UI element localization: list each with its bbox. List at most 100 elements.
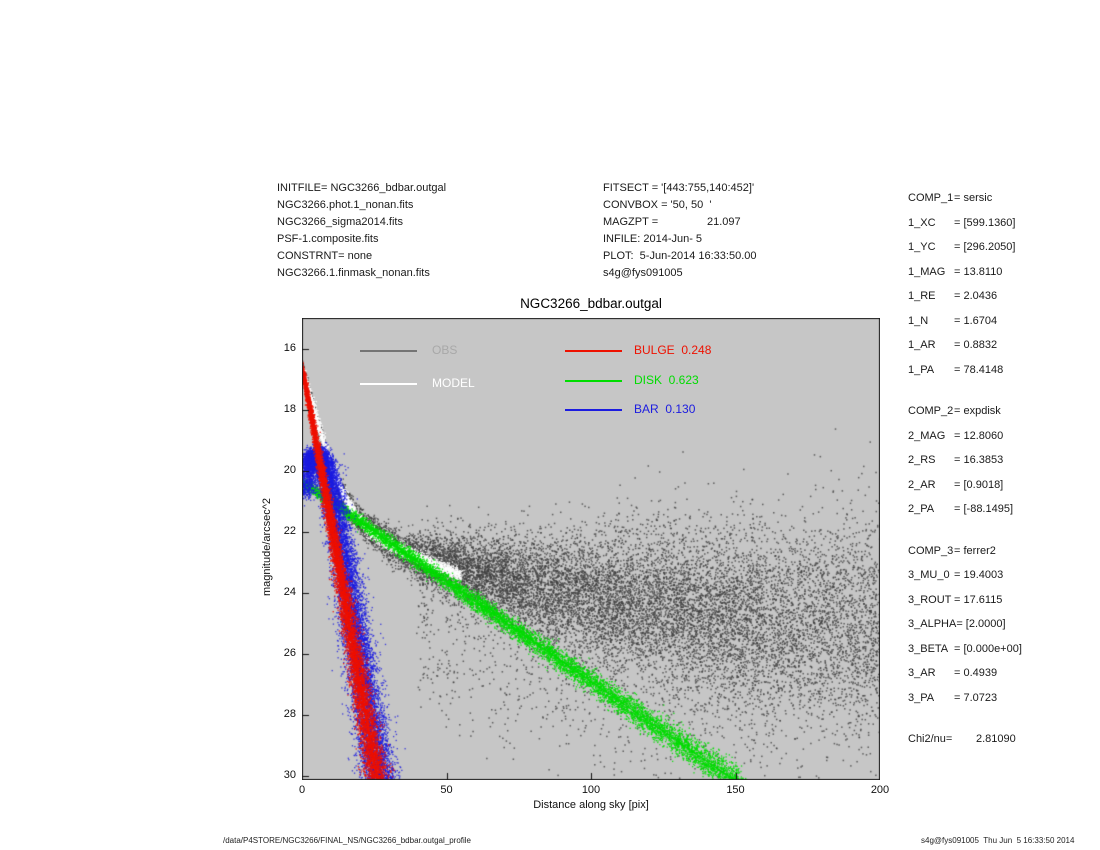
legend-line-disk (565, 380, 622, 382)
param-name: 3_MU_0 (908, 569, 950, 581)
legend-label-disk: DISK 0.623 (634, 373, 699, 387)
param-value: = 78.4148 (954, 363, 1004, 376)
param-value: = [-88.1495] (954, 503, 1014, 515)
chi2-label: Chi2/nu= (908, 733, 953, 745)
param-value: = 17.6115 (954, 593, 1003, 606)
y-tick-label: 20 (283, 464, 296, 477)
param-row: 1_RE = 2.0436 (908, 284, 1100, 309)
param-name: COMP_3 (908, 544, 954, 557)
legend-label-bar: BAR 0.130 (634, 402, 696, 416)
param-row: 1_AR = 0.8832 (908, 333, 1100, 358)
chi2-value: 2.81090 (976, 733, 1016, 745)
x-tick-label: 100 (581, 784, 601, 796)
param-name: 2_RS (908, 454, 936, 466)
param-row: 2_MAG = 12.8060 (908, 424, 1100, 449)
info-line: NGC3266.phot.1_nonan.fits (277, 199, 414, 211)
param-name: 1_MAG (908, 265, 946, 278)
param-value: = 1.6704 (954, 314, 998, 327)
footer-file-path: /data/P4STORE/NGC3266/FINAL_NS/NGC3266_b… (223, 836, 471, 845)
param-value: = ferrer2 (954, 544, 996, 557)
x-axis-label: Distance along sky [pix] (533, 799, 649, 811)
param-value: = [2.0000] (956, 618, 1006, 630)
info-line: MAGZPT = 21.097 (603, 216, 741, 228)
param-name: 2_PA (908, 503, 935, 515)
param-row: 2_AR = [0.9018] (908, 473, 1100, 498)
plot-title: NGC3266_bdbar.outgal (520, 296, 662, 311)
init-files-block: INITFILE= NGC3266_bdbar.outgal NGC3266.ph… (277, 180, 446, 282)
param-row: 3_BETA = [0.000e+00] (908, 637, 1100, 662)
param-name: 1_RE (908, 290, 936, 302)
param-row: 2_RS = 16.3853 (908, 448, 1100, 473)
footer-timestamp: s4g@fys091005 Thu Jun 5 16:33:50 2014 (921, 836, 1075, 845)
param-value: = sersic (954, 192, 993, 204)
legend-line-bulge (565, 350, 622, 352)
param-name: 3_BETA (908, 642, 949, 655)
profile-plot: OBS MODEL BULGE 0.248 DISK 0.623 BAR 0.130 (302, 318, 880, 780)
param-name: 1_N (908, 314, 929, 327)
info-line: PLOT: 5-Jun-2014 16:33:50.00 (603, 250, 757, 262)
param-value: = [599.1360] (954, 216, 1016, 229)
info-line: CONSTRNT= none (277, 250, 373, 262)
param-value: = 12.8060 (954, 429, 1004, 442)
info-line: FITSECT = '[443:755,140:452]' (603, 182, 755, 194)
param-row: COMP_2= expdisk (908, 399, 1100, 424)
legend-label-bulge: BULGE 0.248 (634, 343, 712, 357)
param-value: = 16.3853 (954, 454, 1004, 466)
param-row: 2_PA = [-88.1495] (908, 497, 1100, 522)
param-value: = [296.2050] (954, 241, 1016, 253)
param-name: 1_PA (908, 363, 935, 376)
param-name: 3_PA (908, 691, 935, 704)
chi2-row: Chi2/nu= 2.81090 (908, 727, 1100, 752)
y-tick-label: 30 (283, 769, 296, 782)
info-line: CONVBOX = '50, 50 ' (603, 199, 712, 211)
param-row: 1_MAG = 13.8110 (908, 260, 1100, 285)
y-tick-label: 18 (283, 403, 296, 416)
y-axis-label: magnitude/arcsec^2 (261, 497, 273, 597)
param-value: = 0.8832 (954, 339, 998, 351)
param-row: COMP_3= ferrer2 (908, 539, 1100, 564)
param-value: = [0.9018] (954, 478, 1004, 491)
param-value: = expdisk (954, 405, 1001, 417)
param-name: COMP_2 (908, 405, 954, 417)
x-tick-label: 200 (870, 784, 890, 796)
fit-settings-block: FITSECT = '[443:755,140:452]' CONVBOX = '… (603, 180, 757, 282)
y-tick-label: 24 (283, 586, 296, 599)
param-value: = 0.4939 (954, 667, 998, 679)
info-line: s4g@fys091005 (603, 267, 683, 279)
param-row: 1_N = 1.6704 (908, 309, 1100, 334)
y-tick-label: 16 (283, 342, 296, 355)
info-line: PSF-1.composite.fits (277, 233, 379, 245)
y-tick-label: 26 (283, 647, 296, 660)
param-value: = 13.8110 (954, 265, 1003, 278)
param-value: = 2.0436 (954, 290, 998, 302)
param-name: COMP_1 (908, 192, 954, 204)
x-tick-label: 0 (298, 784, 306, 796)
param-name: 3_AR (908, 667, 936, 679)
component-param-group: COMP_1= sersic 1_XC = [599.1360] 1_YC = [296… (908, 186, 1100, 382)
param-name: 3_ALPHA (908, 618, 957, 630)
param-name: 2_MAG (908, 429, 946, 442)
param-name: 2_AR (908, 478, 936, 491)
param-name: 3_ROUT (908, 593, 952, 606)
fit-parameters-column: COMP_1= sersic 1_XC = [599.1360] 1_YC = [296… (908, 186, 1100, 752)
legend-label-obs: OBS (432, 343, 458, 357)
info-line: INFILE: 2014-Jun- 5 (603, 233, 703, 245)
param-value: = [0.000e+00] (954, 642, 1022, 655)
param-name: 1_AR (908, 339, 936, 351)
info-line: NGC3266_sigma2014.fits (277, 216, 403, 228)
x-tick-label: 150 (726, 784, 745, 796)
param-row: 1_XC = [599.1360] (908, 211, 1100, 236)
param-value: = 19.4003 (954, 569, 1004, 581)
y-tick-label: 22 (283, 525, 296, 538)
param-row: 1_PA = 78.4148 (908, 358, 1100, 383)
legend-line-model (360, 383, 417, 385)
x-tick-label: 50 (440, 784, 453, 796)
info-line: INITFILE= NGC3266_bdbar.outgal (277, 182, 447, 194)
legend-label-model: MODEL (432, 376, 475, 390)
y-tick-label: 28 (283, 708, 296, 721)
param-row: 3_MU_0 = 19.4003 (908, 563, 1100, 588)
param-row: 3_ALPHA= [2.0000] (908, 612, 1100, 637)
param-value: = 7.0723 (954, 691, 998, 704)
param-row: 3_ROUT = 17.6115 (908, 588, 1100, 613)
